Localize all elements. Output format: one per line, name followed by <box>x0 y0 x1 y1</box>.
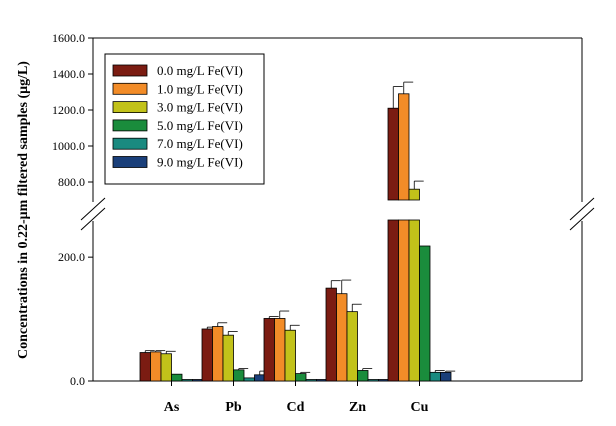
y-axis-title: Concentrations in 0.22-μm filtered sampl… <box>16 61 31 359</box>
y-tick-label: 1200.0 <box>52 103 85 117</box>
bar <box>408 188 420 201</box>
bar <box>284 329 296 382</box>
legend-swatch <box>112 82 148 95</box>
x-tick-label: Pb <box>225 400 242 415</box>
bar <box>181 379 193 382</box>
axis-break-mark-left <box>80 207 106 231</box>
bar <box>222 334 234 382</box>
y-tick-label: 800.0 <box>58 175 85 189</box>
plot-area: 0.0 200.0 800.0 1000.0 1200.0 1400.0 1600.0 As P… <box>52 31 595 415</box>
bar <box>387 107 399 201</box>
bar <box>429 371 441 382</box>
bar <box>139 352 151 382</box>
bar <box>336 293 348 382</box>
legend-label: 7.0 mg/L Fe(VI) <box>157 136 243 151</box>
legend-swatch <box>112 64 148 77</box>
bar <box>419 245 431 382</box>
bar <box>295 373 307 382</box>
x-tick-label: Zn <box>349 400 366 415</box>
bar <box>243 377 255 382</box>
bar <box>201 328 213 382</box>
bar <box>316 379 328 382</box>
axis-break-mark-right <box>569 197 595 221</box>
legend-label: 0.0 mg/L Fe(VI) <box>157 63 243 78</box>
bar <box>378 379 390 382</box>
bar <box>305 379 317 382</box>
bar <box>171 373 183 382</box>
y-tick-label: 1000.0 <box>52 139 85 153</box>
legend: 0.0 mg/L Fe(VI) 1.0 mg/L Fe(VI) 3.0 mg/L F… <box>104 53 265 185</box>
x-tick-label: Cu <box>411 400 429 415</box>
y-tick-label: 0.0 <box>70 374 85 388</box>
bar <box>367 379 379 382</box>
bar <box>274 318 286 382</box>
bar <box>357 370 369 382</box>
bar <box>325 287 337 382</box>
bar <box>160 353 172 382</box>
bar <box>387 219 399 382</box>
bar <box>233 369 245 382</box>
bar <box>263 318 275 382</box>
legend-label: 1.0 mg/L Fe(VI) <box>157 81 243 96</box>
y-tick-label: 200.0 <box>58 250 85 264</box>
bar <box>346 311 358 382</box>
axis-break-mark-right <box>569 207 595 231</box>
legend-swatch <box>112 137 148 150</box>
bar <box>212 326 224 382</box>
axis-break-mark-left <box>80 197 106 221</box>
bar <box>192 379 204 382</box>
legend-swatch <box>112 156 148 168</box>
legend-label: 9.0 mg/L Fe(VI) <box>157 155 243 170</box>
y-tick-label: 1600.0 <box>52 31 85 45</box>
bar <box>254 374 266 382</box>
bar <box>408 219 420 382</box>
legend-label: 5.0 mg/L Fe(VI) <box>157 118 243 133</box>
bar <box>150 351 162 382</box>
bar <box>440 371 452 382</box>
legend-swatch <box>112 101 148 113</box>
x-tick-label: Cd <box>287 400 305 415</box>
legend-label: 3.0 mg/L Fe(VI) <box>157 100 243 115</box>
y-tick-label: 1400.0 <box>52 67 85 81</box>
legend-swatch <box>112 119 148 132</box>
x-tick-label: As <box>164 400 180 415</box>
bar <box>398 219 410 382</box>
bar <box>398 93 410 201</box>
